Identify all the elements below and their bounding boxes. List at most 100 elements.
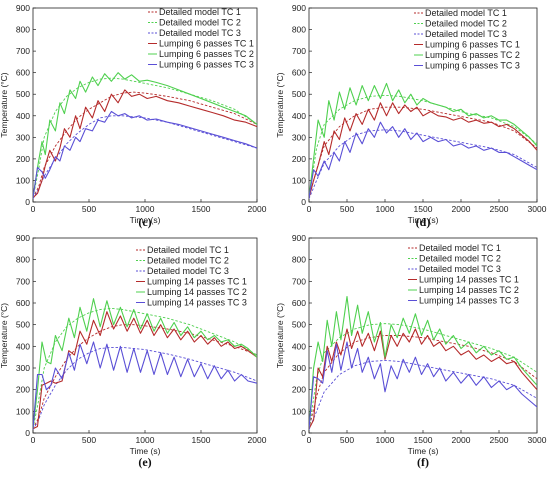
panel-e: 0 500 1000 1500 2000 0 100 200 300 400 500 600 700 80… <box>0 233 267 469</box>
series-line-5 <box>309 82 537 198</box>
legend-entry: Lumping 14 passes TC 1 <box>419 275 519 285</box>
y-tick-label: 600 <box>16 298 30 308</box>
y-tick-label: 300 <box>292 132 306 142</box>
series-line-4 <box>33 311 257 430</box>
legend-entry: Detailed model TC 3 <box>147 266 229 276</box>
x-tick-label: 500 <box>340 204 354 214</box>
x-tick-label: 3000 <box>528 435 547 445</box>
y-tick-label: 900 <box>292 3 306 13</box>
series-line-1 <box>309 106 537 198</box>
y-tick-label: 800 <box>292 25 306 35</box>
legend-entry: Lumping 14 passes TC 1 <box>147 277 247 287</box>
legend-entry: Detailed model TC 3 <box>159 28 241 38</box>
legend-entry: Lumping 6 passes TC 1 <box>159 39 254 49</box>
legend-entry: Lumping 6 passes TC 2 <box>425 50 520 60</box>
x-tick-label: 2000 <box>248 204 267 214</box>
legend-entry: Detailed model TC 1 <box>159 7 241 17</box>
series-line-5 <box>309 295 537 429</box>
y-tick-label: 600 <box>292 68 306 78</box>
x-tick-label: 500 <box>82 204 96 214</box>
y-tick-label: 700 <box>292 276 306 286</box>
x-tick-label: 2000 <box>248 435 267 445</box>
y-tick-label: 800 <box>16 25 30 35</box>
x-tick-label: 1000 <box>376 435 395 445</box>
y-tick-label: 200 <box>16 385 30 395</box>
y-tick-label: 400 <box>16 111 30 121</box>
x-tick-label: 1500 <box>192 204 211 214</box>
x-tick-label: 0 <box>31 204 36 214</box>
y-tick-label: 400 <box>16 341 30 351</box>
y-axis-label: Temperature (°C) <box>275 72 285 137</box>
y-tick-label: 0 <box>25 428 30 438</box>
x-tick-label: 1500 <box>192 435 211 445</box>
panel-label: (e) <box>138 455 151 469</box>
legend-entry: Detailed model TC 1 <box>425 8 507 18</box>
series-line-6 <box>33 341 257 429</box>
series-line-3 <box>309 129 537 199</box>
legend-entry: Detailed model TC 3 <box>419 264 501 274</box>
series-line-6 <box>309 121 537 198</box>
y-tick-label: 500 <box>292 89 306 99</box>
y-tick-label: 600 <box>16 68 30 78</box>
series-line-4 <box>33 89 257 199</box>
legend-entry: Lumping 14 passes TC 3 <box>147 298 247 308</box>
series-line-3 <box>309 359 537 430</box>
x-axis-label: Time (s) <box>130 215 161 225</box>
y-tick-label: 200 <box>16 154 30 164</box>
x-tick-label: 2500 <box>490 435 509 445</box>
y-tick-label: 300 <box>16 132 30 142</box>
series-line-1 <box>33 91 257 198</box>
series-line-4 <box>309 328 537 429</box>
legend-entry: Detailed model TC 2 <box>147 256 229 266</box>
legend-entry: Lumping 14 passes TC 2 <box>419 285 519 295</box>
legend-entry: Lumping 14 passes TC 3 <box>419 296 519 306</box>
legend-entry: Lumping 6 passes TC 3 <box>159 60 254 70</box>
y-axis-label: Temperature (°C) <box>0 72 9 137</box>
y-tick-label: 200 <box>292 154 306 164</box>
x-tick-label: 500 <box>340 435 354 445</box>
y-tick-label: 900 <box>16 3 30 13</box>
y-tick-label: 300 <box>292 363 306 373</box>
y-tick-label: 900 <box>16 233 30 243</box>
y-tick-label: 500 <box>16 89 30 99</box>
panel-label: (d) <box>416 215 431 229</box>
series-line-2 <box>309 323 537 429</box>
x-tick-label: 1000 <box>376 204 395 214</box>
y-tick-label: 600 <box>292 298 306 308</box>
y-tick-label: 100 <box>16 406 30 416</box>
y-axis-label: Temperature (°C) <box>0 303 9 368</box>
series-line-5 <box>33 298 257 429</box>
y-tick-label: 900 <box>292 233 306 243</box>
y-tick-label: 100 <box>292 406 306 416</box>
y-tick-label: 700 <box>16 46 30 56</box>
x-tick-label: 0 <box>307 435 312 445</box>
series-line-3 <box>33 346 257 431</box>
x-axis-label: Time (s) <box>408 215 439 225</box>
x-tick-label: 1000 <box>136 204 155 214</box>
y-tick-label: 700 <box>292 46 306 56</box>
y-tick-label: 0 <box>301 197 306 207</box>
x-tick-label: 1500 <box>414 435 433 445</box>
x-tick-label: 1500 <box>414 204 433 214</box>
x-tick-label: 2000 <box>452 204 471 214</box>
panel-label: (c) <box>138 215 151 229</box>
legend-entry: Lumping 6 passes TC 1 <box>425 40 520 50</box>
series-line-2 <box>33 307 257 429</box>
y-axis-label: Temperature (°C) <box>275 303 285 368</box>
y-tick-label: 500 <box>292 320 306 330</box>
y-tick-label: 200 <box>292 385 306 395</box>
panel-d: 0 500 1000 1500 2000 2500 3000 0 100 200 300 400 500… <box>275 3 547 229</box>
series-line-6 <box>309 341 537 429</box>
x-tick-label: 500 <box>82 435 96 445</box>
legend-entry: Lumping 6 passes TC 3 <box>425 61 520 71</box>
legend-entry: Detailed model TC 1 <box>147 245 229 255</box>
x-axis-label: Time (s) <box>408 446 439 456</box>
y-tick-label: 300 <box>16 363 30 373</box>
x-tick-label: 1000 <box>136 435 155 445</box>
panel-f: 0 500 1000 1500 2000 2500 3000 0 100 200 300 400 500… <box>275 233 547 469</box>
y-tick-label: 100 <box>16 175 30 185</box>
y-tick-label: 800 <box>16 255 30 265</box>
series-line-3 <box>33 115 257 200</box>
legend-entry: Lumping 6 passes TC 2 <box>159 49 254 59</box>
